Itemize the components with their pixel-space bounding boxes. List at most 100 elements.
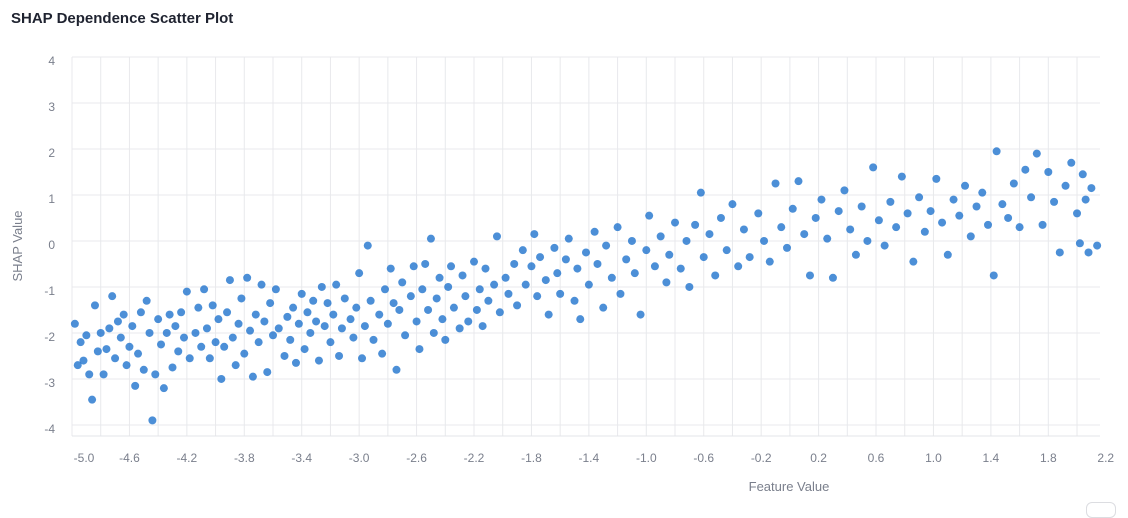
data-point	[294, 319, 303, 328]
data-point	[171, 322, 180, 331]
data-point	[289, 303, 298, 312]
scatter-plot: -5.0 -4.6 -4.2 -3.8 -3.4 -3.0 -2.6 -2.2 -1.8 -1.4…	[10, 54, 1114, 494]
data-point	[197, 342, 206, 351]
data-point	[602, 241, 611, 250]
data-point	[570, 296, 579, 305]
data-point	[1021, 165, 1030, 174]
data-point	[492, 232, 501, 241]
data-point	[1004, 213, 1013, 222]
data-point	[915, 193, 924, 202]
gridlines	[71, 56, 1100, 437]
x-tick-label: -2.2	[464, 451, 485, 465]
data-point	[1084, 248, 1093, 257]
data-point	[211, 338, 220, 347]
data-point	[599, 303, 608, 312]
data-point	[576, 315, 585, 324]
x-tick-label: 0.2	[810, 451, 827, 465]
data-point	[636, 310, 645, 319]
data-point	[269, 331, 278, 340]
data-point	[1075, 239, 1084, 248]
data-point	[627, 236, 636, 245]
data-point	[237, 294, 246, 303]
data-point	[274, 324, 283, 333]
data-point	[650, 262, 659, 271]
data-point	[461, 292, 470, 301]
data-point	[303, 308, 312, 317]
data-point	[375, 310, 384, 319]
data-point	[352, 303, 361, 312]
data-point	[1015, 223, 1024, 232]
x-axis-label: Feature Value	[749, 479, 830, 494]
data-point	[444, 282, 453, 291]
x-tick-label: -1.0	[636, 451, 657, 465]
data-point	[438, 315, 447, 324]
data-point	[185, 354, 194, 363]
x-tick-label: -4.2	[177, 451, 198, 465]
x-tick-label: -3.8	[234, 451, 255, 465]
y-tick-label: 3	[48, 100, 55, 114]
data-point	[616, 289, 625, 298]
data-point	[909, 257, 918, 266]
data-point	[484, 296, 493, 305]
data-point	[671, 218, 680, 227]
data-point	[96, 328, 105, 337]
data-point	[280, 351, 289, 360]
data-point	[880, 241, 889, 250]
data-point	[409, 262, 418, 271]
data-point	[1081, 195, 1090, 204]
data-point	[783, 243, 792, 252]
data-point	[745, 253, 754, 262]
data-point	[223, 308, 232, 317]
y-tick-label: -1	[44, 284, 55, 298]
data-point	[630, 269, 639, 278]
chart-options-button[interactable]	[1086, 502, 1116, 518]
data-point	[122, 361, 131, 370]
x-tick-label: 2.2	[1097, 451, 1114, 465]
data-point	[607, 273, 616, 282]
data-point	[360, 322, 369, 331]
data-point	[346, 315, 355, 324]
data-point	[312, 317, 321, 326]
x-tick-label: 1.8	[1040, 451, 1057, 465]
data-point	[228, 333, 237, 342]
data-point	[389, 299, 398, 308]
data-point	[1044, 167, 1053, 176]
data-point	[283, 312, 292, 321]
data-point	[151, 370, 160, 379]
data-point	[263, 368, 272, 377]
data-point	[248, 372, 257, 381]
y-tick-label: 1	[48, 192, 55, 206]
data-point	[501, 273, 510, 282]
data-point	[225, 276, 234, 285]
data-point	[320, 322, 329, 331]
data-point	[817, 195, 826, 204]
data-point	[989, 271, 998, 280]
data-point	[622, 255, 631, 264]
data-point	[938, 218, 947, 227]
data-point	[728, 200, 737, 209]
data-point	[1078, 170, 1087, 179]
data-point	[125, 342, 134, 351]
data-point	[421, 259, 430, 268]
data-point	[131, 381, 140, 390]
data-point	[869, 163, 878, 172]
data-point	[105, 324, 114, 333]
data-point	[412, 317, 421, 326]
x-tick-label: -0.2	[751, 451, 772, 465]
data-point	[220, 342, 229, 351]
data-point	[705, 230, 714, 239]
data-point	[455, 324, 464, 333]
data-point	[984, 220, 993, 229]
data-point	[642, 246, 651, 255]
data-point	[337, 324, 346, 333]
data-point	[159, 384, 168, 393]
data-point	[1087, 184, 1096, 193]
data-point	[134, 349, 143, 358]
data-point	[177, 308, 186, 317]
y-tick-label: -3	[44, 376, 55, 390]
data-point	[851, 250, 860, 259]
data-point	[380, 285, 389, 294]
x-tick-label: 1.0	[925, 451, 942, 465]
data-point	[266, 299, 275, 308]
data-point	[406, 292, 415, 301]
